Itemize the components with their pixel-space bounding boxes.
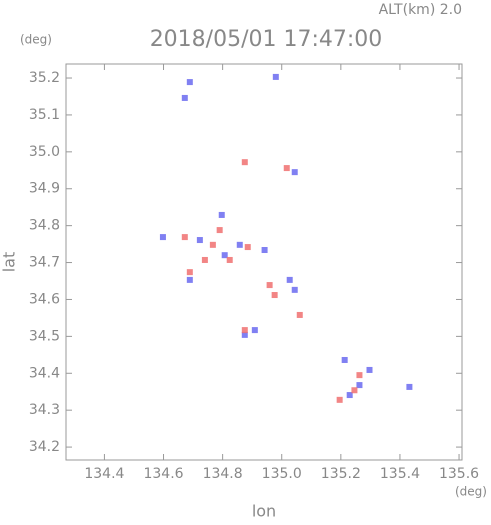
y-tick-label: 34.7 [29,255,60,271]
chart-title: 2018/05/01 17:47:00 [150,27,383,52]
radar-echo [241,327,248,334]
radar-echo [181,234,188,241]
x-tick-label: 134.8 [203,466,243,482]
radar-echo [271,292,278,299]
radar-echo [221,252,228,259]
y-unit: (deg) [20,33,52,47]
radar-echo [351,387,358,394]
radar-echo [346,392,353,399]
radar-echo [201,256,208,263]
radar-echo [296,311,303,318]
y-tick-label: 35.1 [29,107,60,123]
plot-frame [65,63,463,461]
x-tick-label: 135.4 [380,466,420,482]
y-axis-label: lat [0,252,19,273]
radar-echo [196,237,203,244]
radar-echo [186,79,193,86]
x-unit: (deg) [455,485,487,499]
radar-echo [291,286,298,293]
radar-echo [291,169,298,176]
radar-echo [366,366,373,373]
radar-echo [283,165,290,172]
radar-echo [286,276,293,283]
y-tick-label: 34.2 [29,439,60,455]
radar-echo [241,159,248,166]
y-tick-label: 34.5 [29,328,60,344]
radar-echo [261,247,268,254]
radar-echo [218,211,225,218]
x-tick-label: 135.2 [321,466,361,482]
radar-echo [336,396,343,403]
radar-echo [244,244,251,251]
x-tick-label: 135.6 [439,466,479,482]
y-tick-label: 34.9 [29,181,60,197]
radar-echo [356,372,363,379]
x-tick-label: 134.6 [143,466,183,482]
x-axis-label: lon [252,502,276,521]
x-tick-label: 134.4 [84,466,124,482]
radar-echo [226,256,233,263]
y-tick-label: 34.3 [29,402,60,418]
y-tick-label: 35.0 [29,144,60,160]
radar-echo [159,234,166,241]
radar-echo [236,241,243,248]
radar-echo [181,94,188,101]
y-tick-label: 34.8 [29,218,60,234]
radar-echo [241,331,248,338]
radar-echo [216,227,223,234]
radar-echo [272,73,279,80]
y-tick-label: 35.2 [29,70,60,86]
radar-echo [406,383,413,390]
subtitle: ALT(km) 2.0 [379,2,462,18]
radar-echo [186,276,193,283]
y-tick-label: 34.4 [29,365,60,381]
radar-echo [266,282,273,289]
radar-echo [356,382,363,389]
radar-echo [251,327,258,334]
radar-echo [341,356,348,363]
x-tick-label: 135.0 [262,466,302,482]
radar-echo [186,269,193,276]
radar-echo [209,241,216,248]
y-tick-label: 34.6 [29,291,60,307]
